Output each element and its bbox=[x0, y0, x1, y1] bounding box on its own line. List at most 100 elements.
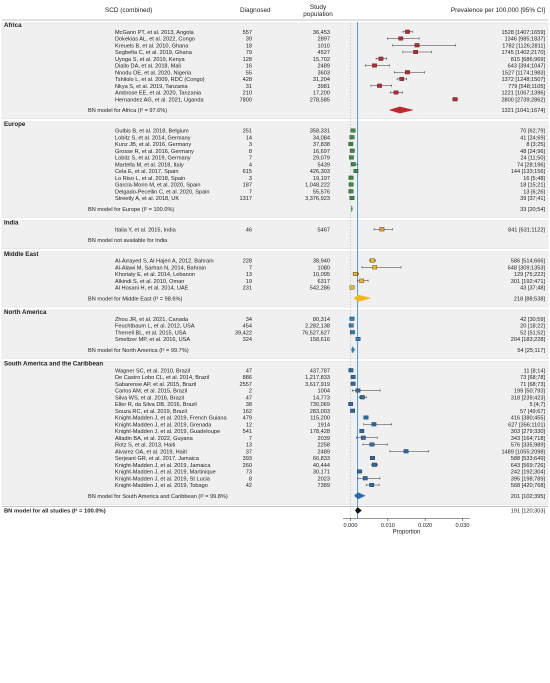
population-value: 29,079 bbox=[313, 156, 330, 162]
diagnosed-value: 4 bbox=[249, 162, 252, 168]
prevalence-value: 74 [28;196] bbox=[517, 162, 545, 168]
prevalence-value: 643 [569;726] bbox=[511, 463, 546, 469]
prevalence-value: 1745 [1402;2170] bbox=[501, 50, 545, 56]
population-value: 2,282,138 bbox=[305, 324, 330, 330]
study-point bbox=[349, 316, 355, 321]
header-diagnosed: Diagnosed bbox=[240, 7, 271, 14]
diagnosed-value: 3 bbox=[249, 176, 252, 182]
prevalence-value: 841 [631;1122] bbox=[508, 227, 545, 233]
study-point bbox=[349, 135, 355, 140]
prevalence-value: 73 [68;78] bbox=[520, 375, 545, 381]
study-label: Alladin BA, et al. 2022, Guyana bbox=[115, 436, 194, 442]
summary-prevalence: 33 [20;54] bbox=[520, 207, 545, 213]
prevalence-value: 8 [3;25] bbox=[526, 142, 545, 148]
population-value: 2489 bbox=[318, 64, 330, 70]
group-label: Africa bbox=[4, 22, 22, 29]
population-value: 178,428 bbox=[310, 429, 330, 435]
group-panel bbox=[1, 309, 549, 359]
study-point bbox=[360, 435, 366, 440]
diagnosed-value: 128 bbox=[243, 57, 252, 63]
diagnosed-value: 55 bbox=[246, 70, 252, 76]
population-value: 2489 bbox=[318, 449, 330, 455]
diagnosed-value: 479 bbox=[243, 416, 252, 422]
prevalence-value: 48 [24;96] bbox=[520, 149, 545, 155]
header-study: SCD (combined) bbox=[105, 7, 152, 14]
prevalence-value: 2800 [2739;2862] bbox=[501, 97, 545, 103]
diagnosed-value: 37 bbox=[246, 449, 252, 455]
population-value: 36,453 bbox=[313, 30, 330, 36]
population-value: 5467 bbox=[318, 227, 330, 233]
population-value: 55,576 bbox=[313, 189, 330, 195]
diagnosed-value: 19 bbox=[246, 279, 252, 285]
study-point bbox=[359, 278, 365, 283]
prevalence-value: 318 [239;423] bbox=[511, 395, 546, 401]
population-value: 34,084 bbox=[313, 135, 330, 141]
study-label: Knight-Madden J, et al. 2019, Jamaica bbox=[115, 463, 211, 469]
group-label: Europe bbox=[4, 121, 26, 128]
diagnosed-value: 34 bbox=[246, 317, 252, 323]
population-value: 5439 bbox=[318, 162, 330, 168]
prevalence-value: 643 [394;1047] bbox=[508, 64, 546, 70]
study-label: Kreuels B, et al. 2010, Ghana bbox=[115, 43, 189, 49]
prevalence-value: 1372 [1248;1507] bbox=[501, 77, 545, 83]
population-value: 15,702 bbox=[313, 57, 330, 63]
prevalence-value: 1346 [985;1837] bbox=[505, 37, 546, 43]
group-panel bbox=[1, 251, 549, 308]
study-label: Khoriaty E, et al. 2014, Lebanon bbox=[115, 272, 195, 278]
study-label: Streetly A, et al. 2018, UK bbox=[115, 196, 179, 202]
study-point bbox=[363, 415, 369, 420]
summary-label: BN model for North America (I² = 99.7%) bbox=[88, 348, 189, 354]
diagnosed-value: 615 bbox=[243, 169, 252, 175]
summary-prevalence: 1321 [1041;1674] bbox=[501, 108, 545, 114]
diagnosed-value: 18 bbox=[246, 43, 252, 49]
population-value: 14,773 bbox=[313, 395, 330, 401]
prevalence-value: 20 [18;22] bbox=[520, 324, 545, 330]
diagnosed-value: 2557 bbox=[240, 382, 252, 388]
population-value: 37,838 bbox=[313, 142, 330, 148]
study-label: Al Hosani H, et al. 2014, UAE bbox=[115, 286, 189, 292]
study-label: Rotz S, et al. 2013, Haiti bbox=[115, 443, 175, 449]
population-value: 115,200 bbox=[310, 416, 330, 422]
study-label: Lobitz S, et al. 2019, Germany bbox=[115, 156, 191, 162]
summary-diamond bbox=[353, 294, 372, 302]
overall-prevalence: 191 [120;303] bbox=[511, 509, 546, 515]
study-point bbox=[403, 449, 409, 454]
population-value: 2897 bbox=[318, 37, 330, 43]
diagnosed-value: 251 bbox=[243, 129, 252, 135]
diagnosed-value: 7800 bbox=[240, 97, 252, 103]
study-label: Delgado-Pecellin C, et al. 2020, Spain bbox=[115, 189, 210, 195]
diagnosed-value: 2 bbox=[249, 389, 252, 395]
group-label: India bbox=[4, 220, 19, 227]
study-point bbox=[369, 258, 375, 263]
study-point bbox=[350, 375, 356, 379]
study-point bbox=[348, 368, 354, 373]
population-value: 3,376,923 bbox=[305, 196, 330, 202]
population-value: 10,095 bbox=[313, 272, 330, 278]
study-label: Knight-Madden J, et al. 2019, Guadeloupe bbox=[115, 429, 220, 435]
population-value: 2258 bbox=[318, 443, 330, 449]
study-label: Serjeant GR, et al. 2017, Jamaica bbox=[115, 456, 200, 462]
prevalence-value: 129 [75;222] bbox=[514, 272, 546, 278]
header-population-line2: population bbox=[303, 11, 333, 18]
summary-prevalence: 54 [25;117] bbox=[517, 348, 545, 354]
study-label: Ambrose EE, et al. 2020, Tanzania bbox=[115, 91, 202, 97]
prevalence-value: 71 [68;73] bbox=[520, 382, 545, 388]
diagnosed-value: 12 bbox=[246, 422, 252, 428]
population-value: 283,003 bbox=[310, 409, 330, 415]
diagnosed-value: 79 bbox=[246, 50, 252, 56]
study-point bbox=[369, 442, 375, 447]
diagnosed-value: 13 bbox=[246, 443, 252, 449]
study-label: De Castro Lobo CL, et al. 2014, Brazil bbox=[115, 375, 209, 381]
prevalence-value: 1782 [1126;2811] bbox=[502, 43, 545, 49]
study-point bbox=[372, 265, 378, 270]
study-label: Knight-Madden J, et al. 2019, Martinique bbox=[115, 470, 216, 476]
diagnosed-value: 46 bbox=[246, 227, 252, 233]
study-label: Knight-Madden J, et al. 2019, French Gui… bbox=[115, 416, 228, 422]
prevalence-value: 11 [8;14] bbox=[524, 368, 546, 374]
prevalence-value: 144 [133;156] bbox=[511, 169, 546, 175]
diagnosed-value: 39 bbox=[246, 37, 252, 43]
overall-diamond bbox=[354, 507, 362, 514]
prevalence-value: 576 [335;989] bbox=[511, 443, 546, 449]
study-label: Martella M, et al. 2018, Italy bbox=[115, 162, 184, 168]
